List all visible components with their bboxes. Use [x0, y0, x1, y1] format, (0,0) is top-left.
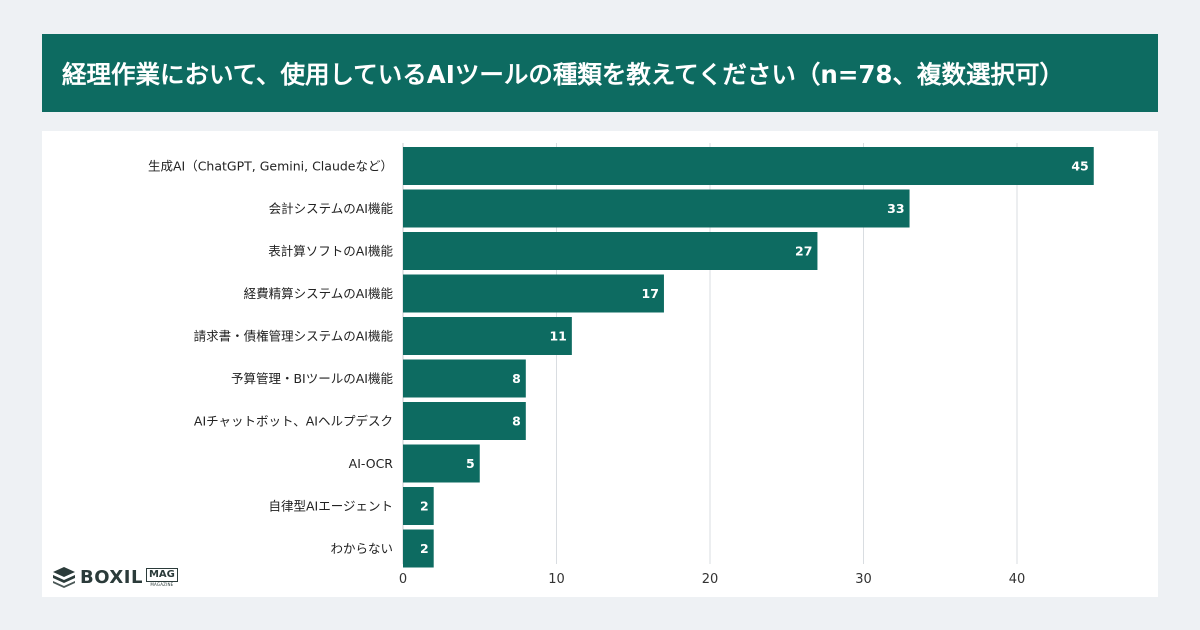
data-label: 27	[795, 244, 812, 259]
category-label: AIチャットボット、AIヘルプデスク	[194, 414, 393, 429]
data-label: 45	[1071, 159, 1088, 174]
boxil-logo-icon	[53, 567, 75, 588]
category-label: わからない	[330, 541, 393, 556]
bar	[403, 317, 572, 355]
bar	[403, 232, 818, 270]
chart-title: 経理作業において、使用しているAIツールの種類を教えてください（n=78、複数選…	[62, 59, 1064, 89]
boxil-mag-logo: BOXIL MAG MAGAZINE	[52, 562, 178, 592]
bar	[403, 444, 480, 483]
bar	[403, 189, 910, 228]
chart-header: 経理作業において、使用しているAIツールの種類を教えてください（n=78、複数選…	[42, 34, 1158, 112]
x-tick-label: 40	[1009, 572, 1026, 587]
category-label: 表計算ソフトのAI機能	[268, 244, 393, 259]
logo-mag: MAG MAGAZINE	[145, 567, 178, 587]
category-label: 予算管理・BIツールのAI機能	[231, 371, 393, 386]
chart-panel: 0 10 20 30 40 生成AI（ChatGPT, Gemini, Claudeなど）…	[42, 131, 1158, 597]
data-label: 33	[887, 201, 904, 216]
logo-mag-badge: MAG	[145, 567, 178, 582]
bar	[403, 402, 526, 440]
category-label: AI-OCR	[349, 456, 394, 471]
bar	[403, 529, 434, 568]
logo-mag-subtext: MAGAZINE	[150, 581, 174, 587]
bar	[403, 147, 1094, 185]
category-label: 自律型AIエージェント	[269, 499, 394, 514]
category-label: 会計システムのAI機能	[269, 201, 394, 216]
x-tick-label: 20	[702, 572, 719, 587]
data-label: 5	[466, 456, 475, 471]
bar	[403, 359, 526, 398]
data-label: 2	[420, 541, 429, 556]
bar	[403, 487, 434, 525]
data-label: 8	[512, 414, 521, 429]
bar	[403, 274, 664, 313]
data-label: 17	[642, 286, 659, 301]
data-label: 11	[549, 329, 566, 344]
data-label: 8	[512, 371, 521, 386]
x-tick-label: 10	[548, 572, 565, 587]
bar-chart: 0 10 20 30 40 生成AI（ChatGPT, Gemini, Claudeなど）…	[148, 143, 1094, 587]
category-label: 経費精算システムのAI機能	[244, 286, 394, 301]
data-label: 2	[420, 499, 429, 514]
category-label: 生成AI（ChatGPT, Gemini, Claudeなど）	[148, 159, 393, 174]
category-label: 請求書・債権管理システムのAI機能	[194, 329, 394, 344]
x-tick-label: 30	[855, 572, 872, 587]
x-tick-label: 0	[399, 572, 407, 587]
logo-brand: BOXIL	[80, 566, 143, 588]
